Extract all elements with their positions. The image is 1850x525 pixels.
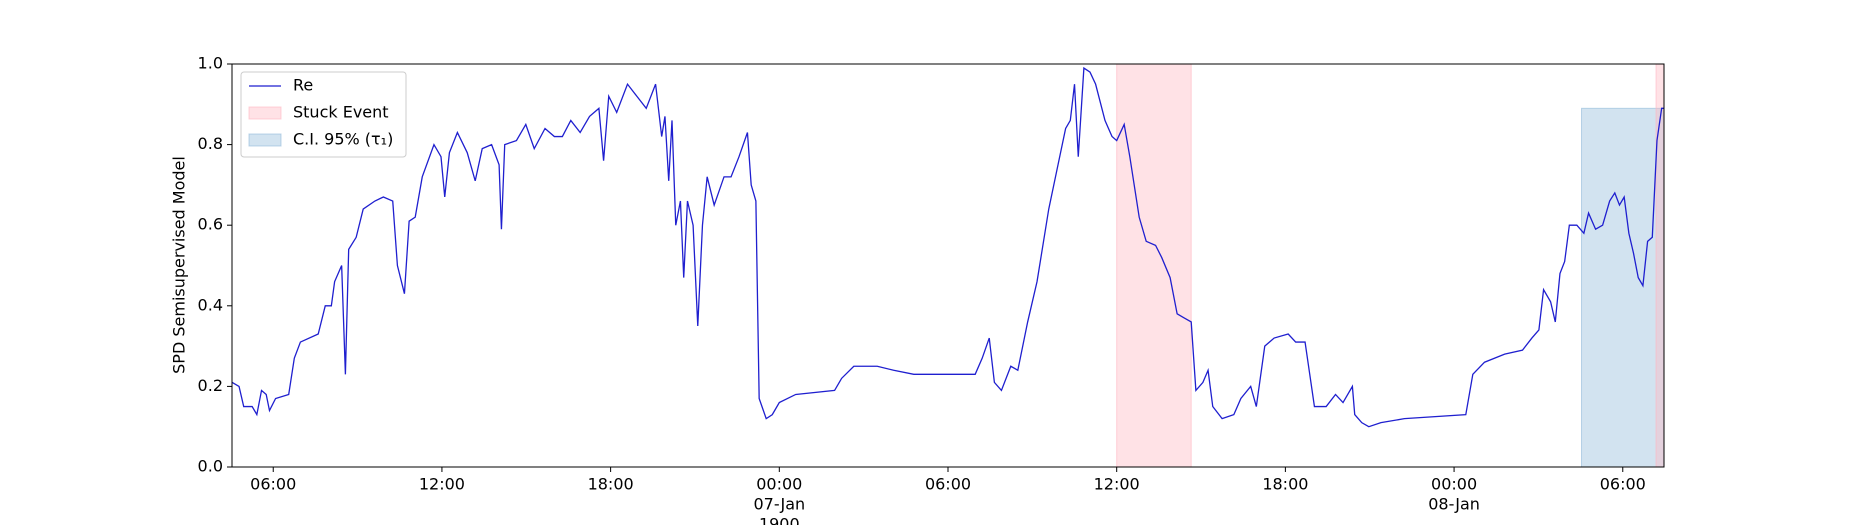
legend-swatch xyxy=(248,106,282,120)
band-span xyxy=(1581,107,1665,468)
legend-label: C.I. 95% (τ₁) xyxy=(293,130,393,149)
x-tick-label: 12:00 xyxy=(1094,475,1140,494)
series-line xyxy=(231,66,1664,428)
y-tick-label: 0.2 xyxy=(198,376,223,395)
x-tick-label: 07-Jan xyxy=(753,495,805,514)
x-tick-label: 06:00 xyxy=(925,475,971,494)
legend-frame xyxy=(240,71,407,158)
y-tick-label: 0.4 xyxy=(198,295,223,314)
legend-swatch xyxy=(248,133,282,147)
x-tick-label: 06:00 xyxy=(1600,475,1646,494)
y-tick-label: 0.6 xyxy=(198,215,223,234)
y-tick-label: 1.0 xyxy=(198,54,223,73)
x-tick-label: 12:00 xyxy=(419,475,465,494)
x-tick-label: 00:00 xyxy=(1431,475,1477,494)
legend-label: Re xyxy=(293,76,313,95)
legend-label: Stuck Event xyxy=(293,103,389,122)
x-tick-label: 1900 xyxy=(759,515,800,525)
y-axis-label: SPD Semisupervised Model xyxy=(170,156,189,374)
band-span xyxy=(1655,63,1665,468)
x-tick-label: 06:00 xyxy=(250,475,296,494)
y-tick-label: 0.0 xyxy=(198,457,223,476)
axes-frame xyxy=(231,63,1665,468)
x-tick-label: 18:00 xyxy=(588,475,634,494)
legend: Re Stuck Event C.I. 95% (τ₁) xyxy=(240,71,407,158)
x-tick-label: 08-Jan xyxy=(1428,495,1480,514)
band-span xyxy=(1116,63,1192,468)
y-tick-label: 0.8 xyxy=(198,134,223,153)
x-tick-label: 18:00 xyxy=(1262,475,1308,494)
x-tick-label: 00:00 xyxy=(756,475,802,494)
